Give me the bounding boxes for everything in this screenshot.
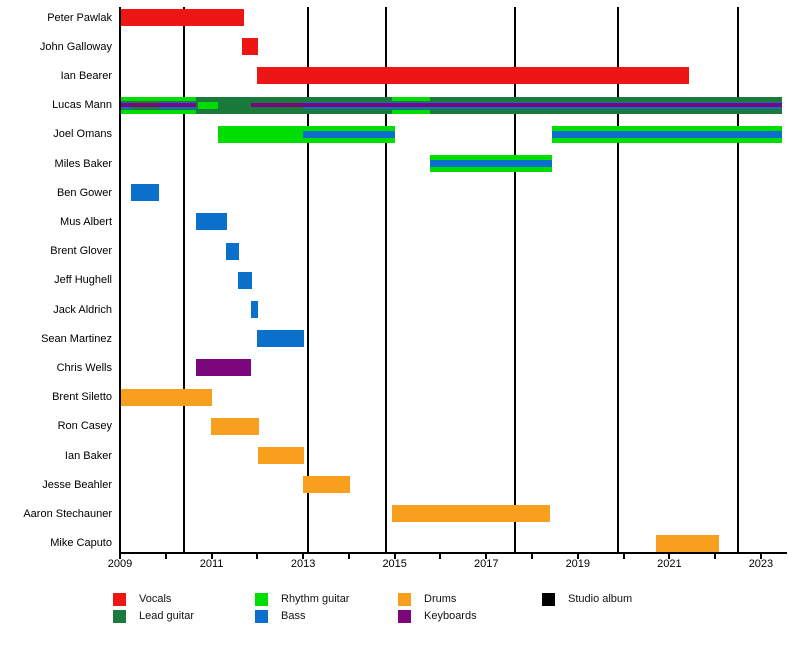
member-label: Jeff Hughell [54, 274, 112, 287]
x-axis-tick [531, 554, 534, 559]
x-axis-line [119, 552, 787, 554]
lead-legend-label: Lead guitar [139, 610, 195, 622]
x-axis-tick [622, 554, 625, 559]
x-axis-tick-label: 2023 [748, 558, 774, 570]
album-line [514, 7, 517, 552]
timeline-bar-rhythm [120, 109, 197, 114]
member-label: Ian Bearer [60, 69, 112, 82]
rhythm-legend-label: Rhythm guitar [281, 593, 350, 605]
bass-legend-label: Bass [281, 610, 306, 622]
timeline-bar-rhythm [120, 96, 197, 101]
timeline-bar-bass [430, 160, 552, 167]
album-line [306, 7, 309, 552]
member-label: Ron Casey [57, 420, 112, 433]
album-line [183, 7, 186, 552]
timeline-bar-drums [257, 447, 304, 464]
timeline-bar-keyboards [196, 359, 251, 377]
rhythm-legend-swatch [255, 593, 268, 606]
x-axis-tick [393, 554, 396, 559]
x-axis-tick [668, 554, 671, 559]
timeline-bar-drums [211, 417, 259, 435]
member-label: Chris Wells [56, 361, 112, 374]
member-label: Brent Glover [50, 245, 112, 258]
x-axis-tick [714, 554, 717, 559]
x-axis-tick [119, 554, 121, 559]
album-line [616, 7, 619, 552]
x-axis-tick-label: 2015 [382, 558, 407, 570]
timeline-bar-keyboards [120, 103, 197, 108]
timeline-bar-bass [226, 242, 240, 260]
member-label: Joel Omans [53, 128, 112, 141]
timeline-bar-drums [120, 388, 213, 406]
timeline-bar-rhythm [392, 96, 431, 101]
timeline-bar-drums [303, 476, 351, 494]
member-label: John Galloway [39, 40, 112, 53]
member-label: Lucas Mann [52, 99, 112, 112]
x-axis-tick [164, 554, 167, 559]
vocals-legend-swatch [113, 593, 126, 606]
x-axis-tick [485, 554, 488, 559]
x-axis-tick [256, 554, 259, 559]
member-label: Jesse Beahler [42, 478, 112, 491]
bass-legend-swatch [255, 610, 268, 623]
timeline-bar-vocals [241, 38, 258, 56]
keyboards-legend-swatch [398, 610, 411, 623]
member-label: Miles Baker [54, 157, 112, 170]
lead-legend-swatch [113, 610, 126, 623]
album-line [737, 7, 740, 552]
timeline-bar-rhythm [392, 109, 431, 114]
x-axis-tick-label: 2017 [474, 558, 499, 570]
timeline-bar-bass [196, 213, 228, 231]
x-axis-tick-label: 2019 [565, 558, 591, 570]
drums-legend-swatch [398, 593, 411, 606]
timeline-bar-keyboards [250, 103, 782, 108]
timeline-bar-drums [656, 534, 720, 552]
member-label: Mus Albert [60, 215, 112, 228]
timeline-bar-bass [303, 130, 395, 138]
timeline-bar-bass [238, 271, 252, 289]
member-label: Peter Pawlak [47, 11, 112, 24]
timeline-bar-drums [391, 505, 551, 523]
x-axis-tick [439, 554, 442, 559]
timeline-bar-rhythm [198, 101, 219, 109]
member-label: Brent Siletto [52, 391, 112, 404]
album-legend-swatch [542, 593, 555, 606]
timeline-bar-bass [131, 184, 160, 202]
x-axis-tick-label: 2009 [107, 558, 133, 570]
x-axis-tick [347, 554, 350, 559]
vocals-legend-label: Vocals [139, 593, 172, 605]
x-axis-tick [302, 554, 305, 559]
keyboards-legend-label: Keyboards [424, 610, 477, 622]
member-label: Jack Aldrich [53, 303, 112, 316]
x-axis-tick [210, 554, 213, 559]
timeline-bar-vocals [256, 67, 689, 85]
member-label: Ian Baker [64, 449, 112, 462]
member-label: Mike Caputo [50, 537, 112, 550]
x-axis-tick [759, 554, 762, 559]
album-legend-label: Studio album [568, 593, 633, 605]
member-label: Sean Martinez [41, 332, 112, 345]
x-axis-tick-label: 2013 [290, 558, 316, 570]
x-axis-tick [576, 554, 579, 559]
x-axis-tick-label: 2021 [657, 558, 682, 570]
timeline-bar-bass [551, 130, 782, 138]
member-label: Ben Gower [56, 186, 112, 199]
album-line [384, 7, 387, 552]
timeline-bar-vocals [120, 9, 244, 26]
x-axis-tick-label: 2011 [199, 558, 224, 570]
timeline-bar-bass [250, 301, 259, 318]
timeline-bar-bass [256, 330, 304, 348]
y-axis-line [119, 7, 121, 553]
member-label: Aaron Stechauner [23, 507, 112, 520]
drums-legend-label: Drums [424, 593, 457, 605]
